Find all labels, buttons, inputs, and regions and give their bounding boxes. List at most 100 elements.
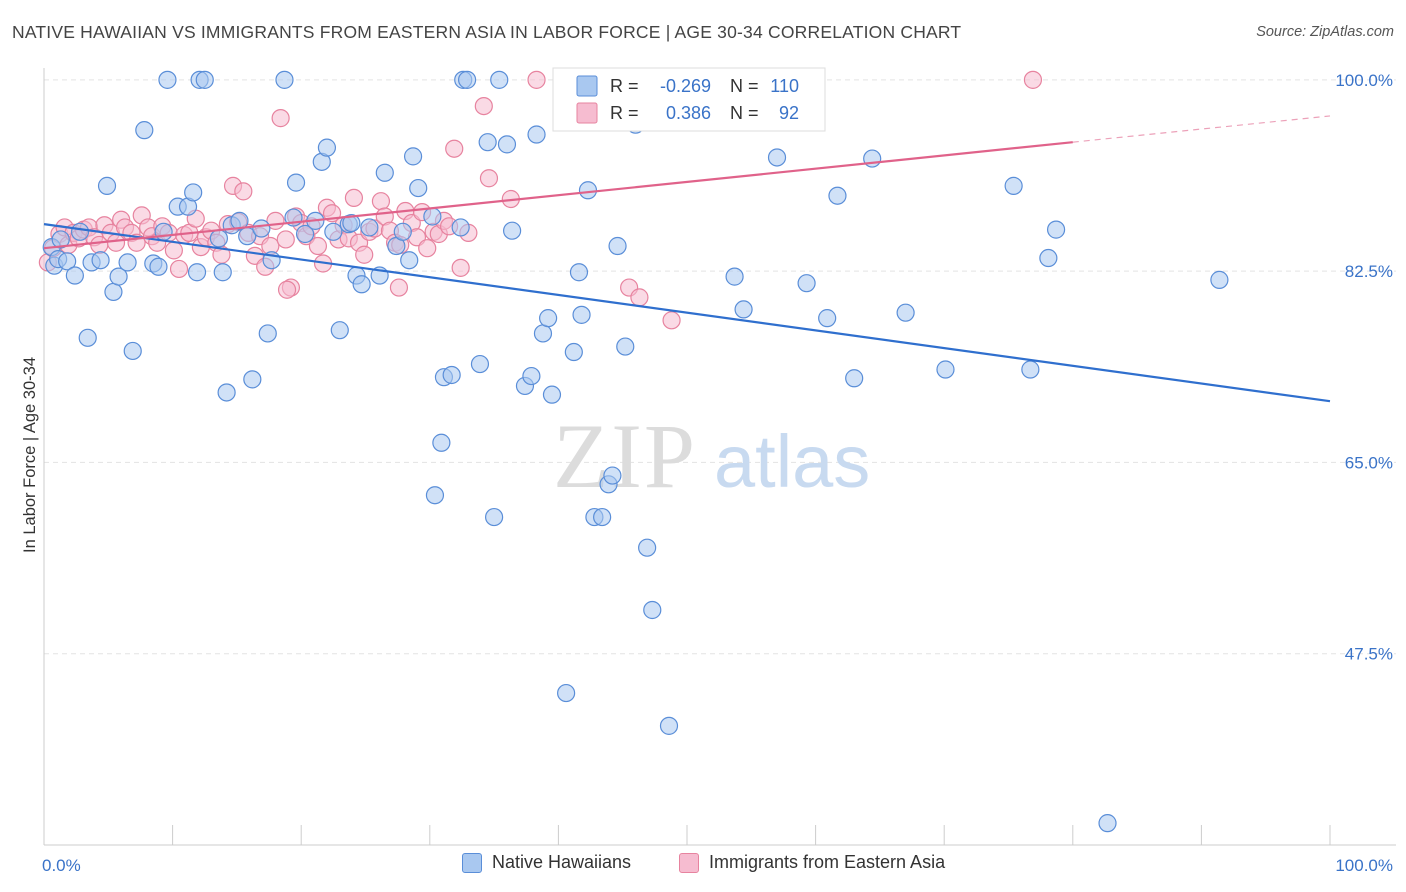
data-point-immigrants	[1023, 70, 1043, 89]
data-point-native-hawaiians	[818, 309, 837, 328]
watermark-atlas: atlas	[714, 420, 870, 503]
stats-n-label-blue: N =	[730, 76, 759, 96]
data-point-immigrants	[106, 233, 126, 252]
data-point-native-hawaiians	[78, 328, 97, 347]
data-point-native-hawaiians	[51, 230, 70, 249]
data-point-native-hawaiians	[557, 683, 576, 703]
data-point-native-hawaiians	[104, 282, 123, 302]
data-point-native-hawaiians	[608, 236, 627, 256]
data-point-native-hawaiians	[616, 337, 635, 356]
chart-source: Source: ZipAtlas.com	[1256, 24, 1394, 40]
data-point-native-hawaiians	[286, 173, 306, 192]
stats-r-label-pink: R =	[610, 103, 639, 123]
data-point-native-hawaiians	[184, 183, 203, 202]
data-point-immigrants	[662, 311, 681, 330]
data-point-native-hawaiians	[217, 383, 236, 402]
legend-item-native-hawaiians: Native Hawaiians	[462, 852, 631, 873]
data-point-native-hawaiians	[797, 274, 816, 293]
legend-swatch-blue	[462, 852, 482, 873]
data-point-native-hawaiians	[828, 186, 847, 205]
data-point-native-hawaiians	[470, 354, 490, 374]
series-native-hawaiians	[42, 70, 1229, 833]
data-point-native-hawaiians	[1210, 270, 1229, 289]
data-point-native-hawaiians	[393, 222, 412, 241]
x-tick-label: 100.0%	[1335, 856, 1393, 875]
data-point-immigrants	[276, 230, 295, 249]
data-point-native-hawaiians	[135, 121, 154, 140]
y-tick-label: 82.5%	[1345, 262, 1393, 281]
data-point-immigrants	[308, 236, 328, 256]
data-point-immigrants	[445, 139, 464, 158]
data-point-native-hawaiians	[527, 125, 546, 144]
data-point-native-hawaiians	[118, 253, 137, 272]
data-point-immigrants	[164, 241, 183, 260]
data-point-immigrants	[271, 109, 290, 128]
data-point-native-hawaiians	[522, 366, 541, 386]
data-point-native-hawaiians	[578, 181, 598, 200]
y-tick-label: 100.0%	[1335, 71, 1393, 90]
data-point-native-hawaiians	[1004, 176, 1023, 195]
data-point-immigrants	[527, 70, 546, 89]
data-point-native-hawaiians	[442, 365, 461, 385]
data-point-native-hawaiians	[485, 507, 504, 527]
axes	[43, 68, 1396, 846]
stats-legend-swatch-blue	[576, 75, 598, 97]
data-point-native-hawaiians	[342, 213, 361, 233]
y-tick-label: 47.5%	[1345, 645, 1393, 664]
chart-title: NATIVE HAWAIIAN VS IMMIGRANTS FROM EASTE…	[12, 22, 962, 42]
data-point-native-hawaiians	[317, 138, 337, 157]
data-point-immigrants	[344, 188, 364, 208]
data-point-native-hawaiians	[425, 486, 445, 505]
data-point-native-hawaiians	[572, 305, 591, 324]
bottom-legend: Native Hawaiians Immigrants from Eastern…	[0, 852, 1406, 878]
data-point-native-hawaiians	[58, 252, 77, 271]
data-point-native-hawaiians	[936, 360, 955, 379]
data-point-native-hawaiians	[158, 70, 177, 89]
stats-n-value-pink: 92	[779, 103, 799, 123]
data-point-native-hawaiians	[643, 600, 662, 620]
data-point-native-hawaiians	[187, 263, 207, 282]
data-point-native-hawaiians	[295, 224, 315, 244]
data-point-native-hawaiians	[149, 257, 168, 276]
data-point-native-hawaiians	[330, 321, 349, 340]
stats-r-value-blue: -0.269	[660, 76, 711, 96]
trend-line-immigrants-extension	[1072, 115, 1331, 143]
stats-r-label-blue: R =	[610, 76, 639, 96]
data-point-native-hawaiians	[1039, 248, 1058, 268]
trend-line-native-hawaiians	[43, 223, 1331, 403]
data-point-immigrants	[418, 239, 437, 258]
data-point-native-hawaiians	[209, 229, 228, 248]
data-point-native-hawaiians	[457, 70, 477, 89]
data-point-native-hawaiians	[603, 466, 622, 485]
data-point-native-hawaiians	[243, 370, 262, 389]
data-point-native-hawaiians	[533, 324, 553, 343]
data-point-immigrants	[389, 278, 409, 297]
data-point-immigrants	[169, 259, 189, 279]
data-point-native-hawaiians	[324, 222, 343, 241]
tick-labels: 47.5% 65.0% 82.5% 100.0% 0.0% 100.0%	[42, 71, 1393, 875]
data-point-immigrants	[277, 280, 297, 299]
data-point-native-hawaiians	[767, 148, 787, 167]
data-point-immigrants	[371, 192, 391, 211]
data-point-native-hawaiians	[360, 218, 379, 237]
stats-legend: R = -0.269 N = 110 R = 0.386 N = 92	[552, 67, 826, 132]
data-point-native-hawaiians	[725, 267, 744, 286]
data-point-native-hawaiians	[478, 133, 497, 152]
y-tick-label: 65.0%	[1345, 453, 1393, 472]
data-point-native-hawaiians	[593, 507, 612, 527]
data-point-native-hawaiians	[70, 222, 90, 241]
data-point-native-hawaiians	[497, 135, 517, 154]
data-point-native-hawaiians	[400, 251, 419, 270]
stats-n-label-pink: N =	[730, 103, 759, 123]
data-point-native-hawaiians	[352, 275, 371, 294]
legend-label-immigrants-from-eastern-asia: Immigrants from Eastern Asia	[709, 852, 946, 872]
data-point-native-hawaiians	[845, 369, 864, 388]
data-point-native-hawaiians	[1021, 360, 1040, 379]
data-point-immigrants	[479, 169, 499, 188]
trend-lines	[43, 115, 1331, 403]
data-point-native-hawaiians	[564, 342, 583, 362]
data-point-native-hawaiians	[451, 218, 470, 237]
data-point-native-hawaiians	[542, 385, 562, 404]
watermark-zip: ZIP	[553, 405, 697, 507]
data-point-immigrants	[451, 258, 470, 277]
